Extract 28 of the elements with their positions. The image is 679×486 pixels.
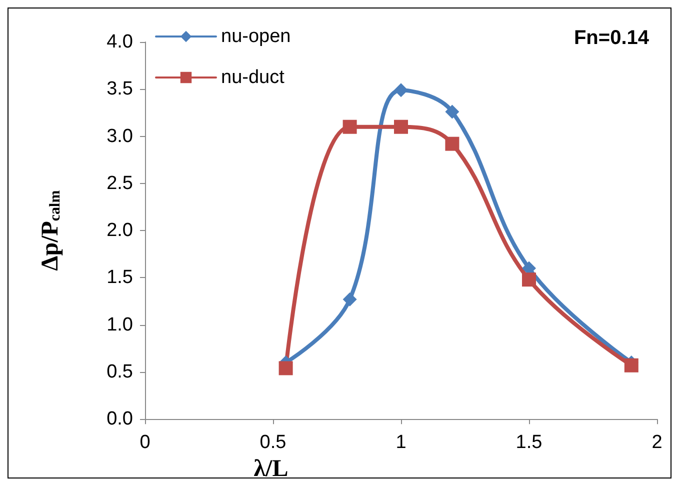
y-tick-label: 3.0 xyxy=(106,126,133,147)
x-tick-label: 0 xyxy=(140,432,150,454)
y-tick-label: 0.0 xyxy=(106,408,133,430)
x-tick-label: 1.5 xyxy=(516,432,542,454)
y-tick-label: 2.0 xyxy=(106,220,133,242)
point xyxy=(394,120,408,134)
point xyxy=(445,104,460,119)
point xyxy=(522,272,536,287)
y-tick-label: 2.5 xyxy=(106,172,133,194)
point xyxy=(624,358,638,372)
legend-label: nu-duct xyxy=(221,67,286,88)
y-tick-label: 1.0 xyxy=(106,314,133,336)
y-tick-label: 0.5 xyxy=(106,361,133,382)
point xyxy=(394,83,408,98)
x-tick-label: 0.5 xyxy=(260,432,286,454)
annotation: Fn=0.14 xyxy=(574,27,650,49)
point xyxy=(445,136,460,151)
x-axis-title: λ/L xyxy=(254,456,288,482)
point xyxy=(342,292,357,306)
point xyxy=(342,120,357,134)
y-axis-title: Δp/Pcalm xyxy=(38,190,64,271)
x-tick-label: 2 xyxy=(652,432,662,454)
x-tick-label: 1 xyxy=(396,432,406,454)
y-tick-label: 1.5 xyxy=(106,267,133,288)
point xyxy=(278,361,293,376)
y-tick-label: 4.0 xyxy=(106,32,133,52)
legend-label: nu-open xyxy=(221,26,291,47)
y-tick-label: 3.5 xyxy=(106,78,133,100)
